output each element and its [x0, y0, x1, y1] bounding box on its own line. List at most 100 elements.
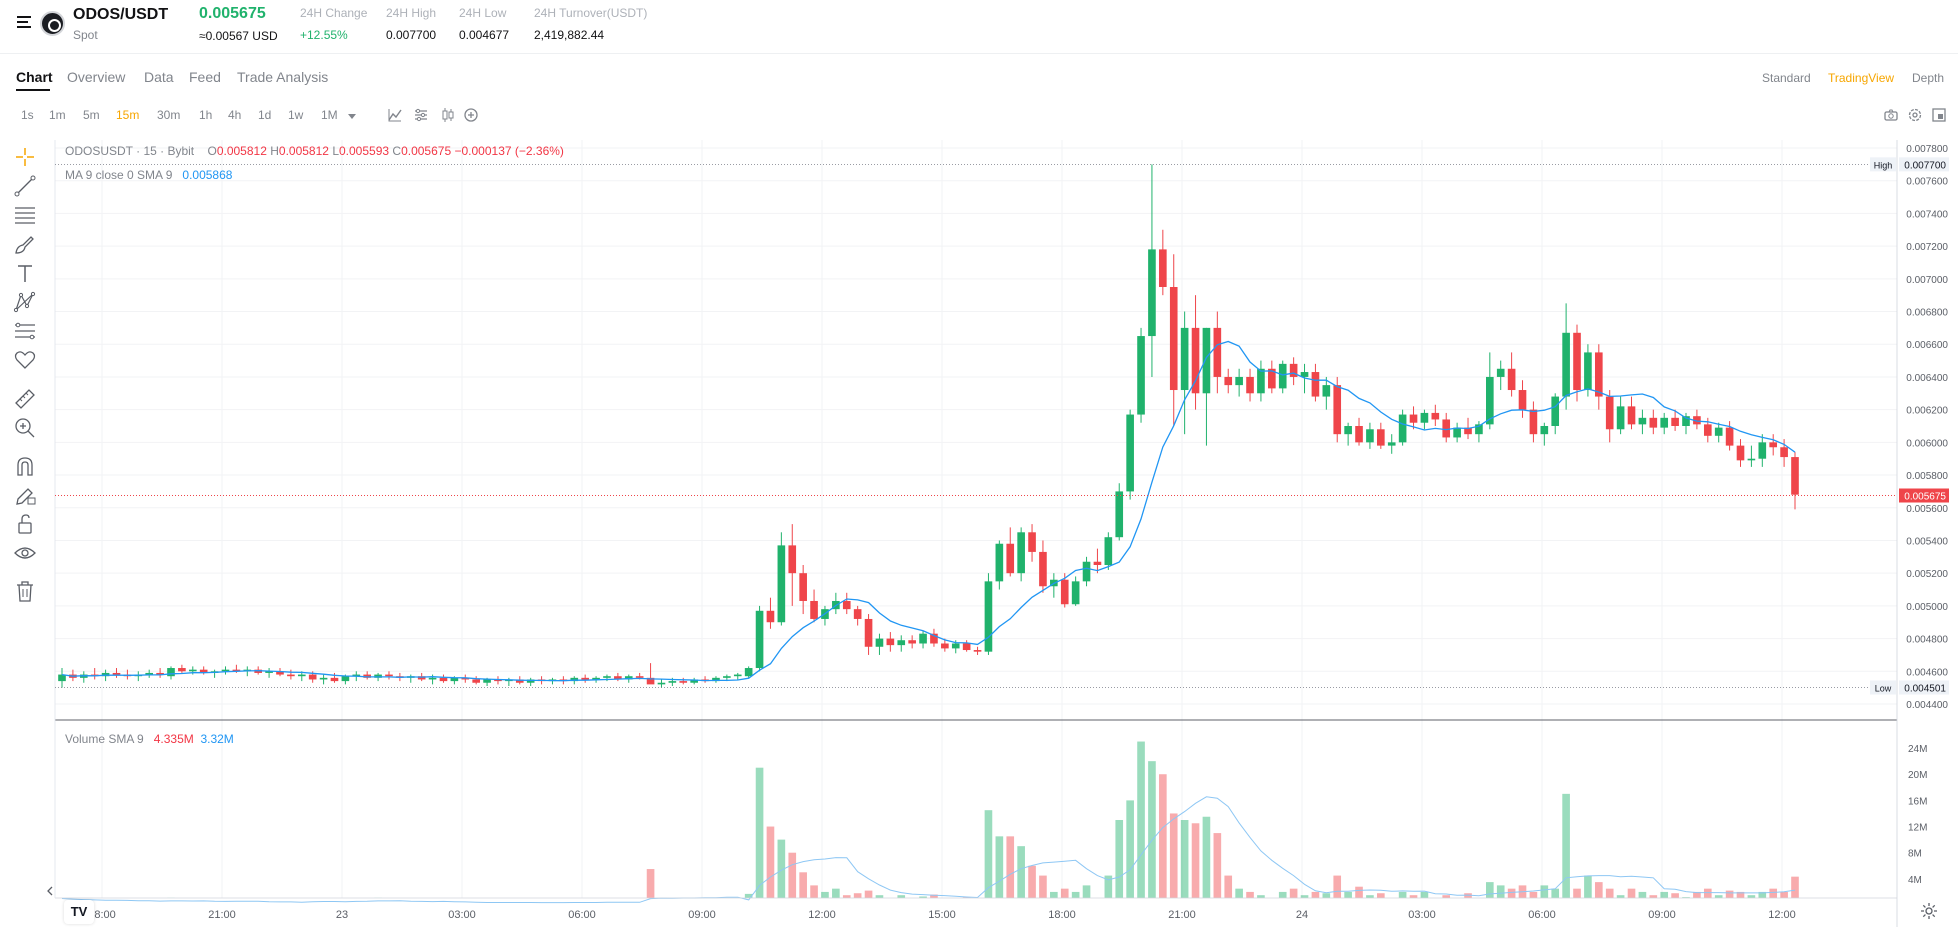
candle-body	[1627, 406, 1636, 425]
tab-feed[interactable]: Feed	[189, 69, 221, 85]
volume-bar	[1660, 891, 1669, 898]
time-tick-label: 12:00	[1768, 909, 1796, 921]
trend-line-icon[interactable]	[13, 175, 37, 197]
candle-body	[799, 573, 807, 601]
chart-area[interactable]: 0.007800 0.007600 0.007400 0.007200 0.007000…	[0, 140, 1958, 927]
scroll-left-icon[interactable]	[46, 886, 54, 896]
horizontal-lines-icon[interactable]	[13, 204, 37, 226]
tab-chart[interactable]: Chart	[16, 69, 53, 85]
price-tick-label: 0.006800	[1906, 308, 1948, 319]
interval-15m[interactable]: 15m	[116, 108, 140, 122]
stat-label: 24H High	[386, 6, 437, 20]
lock-drawing-icon[interactable]	[13, 484, 37, 506]
brush-icon[interactable]	[13, 233, 37, 255]
candle-body	[592, 677, 600, 680]
price-tick-label: 0.007600	[1906, 177, 1948, 188]
current-price-tag-bg	[1899, 488, 1949, 503]
volume-bar	[1714, 895, 1723, 898]
interval-5m[interactable]: 5m	[83, 108, 100, 122]
volume-bar	[1300, 895, 1309, 898]
interval-4h[interactable]: 4h	[228, 108, 242, 122]
time-tick-label: 09:00	[688, 909, 716, 921]
ruler-icon[interactable]	[13, 387, 37, 409]
candle-body	[1191, 327, 1200, 394]
interval-dropdown-icon[interactable]	[347, 111, 357, 121]
interval-1s[interactable]: 1s	[21, 108, 34, 122]
candle-body	[1213, 327, 1222, 377]
volume-bar	[1311, 891, 1320, 898]
volume-value: 4.335M	[153, 732, 194, 746]
view-standard[interactable]: Standard	[1762, 71, 1811, 85]
chart-type-icon[interactable]	[387, 107, 403, 123]
pattern-tool-icon[interactable]	[13, 291, 37, 313]
zoom-in-icon[interactable]	[13, 416, 37, 438]
volume-bar	[1039, 875, 1047, 898]
magnet-icon[interactable]	[13, 455, 37, 477]
interval-1h[interactable]: 1h	[199, 108, 213, 122]
volume-bar	[777, 839, 786, 898]
candle-body	[1148, 249, 1156, 337]
volume-bar	[1758, 891, 1767, 898]
text-tool-icon[interactable]	[13, 262, 37, 284]
candle-body	[483, 679, 491, 683]
crosshair-icon[interactable]	[13, 146, 37, 168]
candle-body	[1006, 543, 1015, 574]
screenshot-icon[interactable]	[1883, 107, 1899, 123]
candle-body	[995, 543, 1004, 582]
volume-bar	[744, 893, 753, 898]
candle-body	[526, 679, 535, 683]
tab-data[interactable]: Data	[144, 69, 174, 85]
volume-bar	[1050, 891, 1058, 898]
candle-body	[777, 545, 786, 623]
candle-body	[1540, 426, 1549, 435]
time-tick-label: 24	[1296, 909, 1308, 921]
chart-settings-icon[interactable]	[1920, 902, 1938, 920]
interval-1M[interactable]: 1M	[321, 108, 338, 122]
volume-bar	[1605, 888, 1614, 898]
view-tradingview[interactable]: TradingView	[1828, 71, 1895, 85]
volume-bar	[1213, 833, 1222, 898]
candle-style-icon[interactable]	[440, 107, 456, 123]
volume-tick-label: 12M	[1908, 823, 1927, 834]
interval-1w[interactable]: 1w	[288, 108, 304, 122]
volume-bar	[875, 895, 884, 898]
volume-bar	[1682, 897, 1690, 898]
eye-icon[interactable]	[13, 542, 37, 564]
candle-body	[766, 610, 775, 623]
interval-1d[interactable]: 1d	[258, 108, 272, 122]
view-depth[interactable]: Depth	[1912, 71, 1945, 85]
volume-bar	[1496, 885, 1505, 898]
volume-bar	[1616, 895, 1625, 898]
candle-body	[1431, 412, 1440, 420]
volume-tick-label: 16M	[1908, 796, 1927, 807]
tab-trade-analysis[interactable]: Trade Analysis	[237, 69, 329, 85]
legend-close: 0.005675	[401, 144, 452, 158]
indicators-icon[interactable]	[413, 107, 429, 123]
volume-bar	[788, 852, 797, 898]
candle-body	[472, 679, 480, 683]
price-chart[interactable]: 0.007800 0.007600 0.007400 0.007200 0.007000…	[0, 140, 1958, 927]
interval-30m[interactable]: 30m	[157, 108, 181, 122]
candle-body	[1660, 417, 1669, 428]
volume-bar	[755, 767, 764, 898]
tradingview-logo-icon[interactable]: TV	[64, 900, 94, 924]
fullscreen-icon[interactable]	[1931, 107, 1947, 123]
volume-bar	[1736, 891, 1745, 898]
candle-body	[1355, 426, 1363, 443]
ma-label: MA 9 close 0 SMA 9	[65, 168, 173, 182]
trash-icon[interactable]	[13, 580, 37, 602]
legend-symbol: ODOSUSDT · 15 · Bybit	[65, 144, 195, 158]
candle-body	[1409, 414, 1418, 423]
candle-body	[919, 633, 927, 644]
volume-bar	[1442, 895, 1451, 898]
heart-icon[interactable]	[13, 349, 37, 371]
volume-bar	[1278, 891, 1287, 898]
pair-name[interactable]: ODOS/USDT	[73, 6, 169, 23]
add-indicator-icon[interactable]	[463, 107, 479, 123]
unlock-icon[interactable]	[13, 513, 37, 535]
menu-icon[interactable]	[17, 16, 31, 28]
tab-overview[interactable]: Overview	[67, 69, 126, 85]
forecast-tool-icon[interactable]	[13, 320, 37, 342]
interval-1m[interactable]: 1m	[49, 108, 66, 122]
settings-icon[interactable]	[1907, 107, 1923, 123]
